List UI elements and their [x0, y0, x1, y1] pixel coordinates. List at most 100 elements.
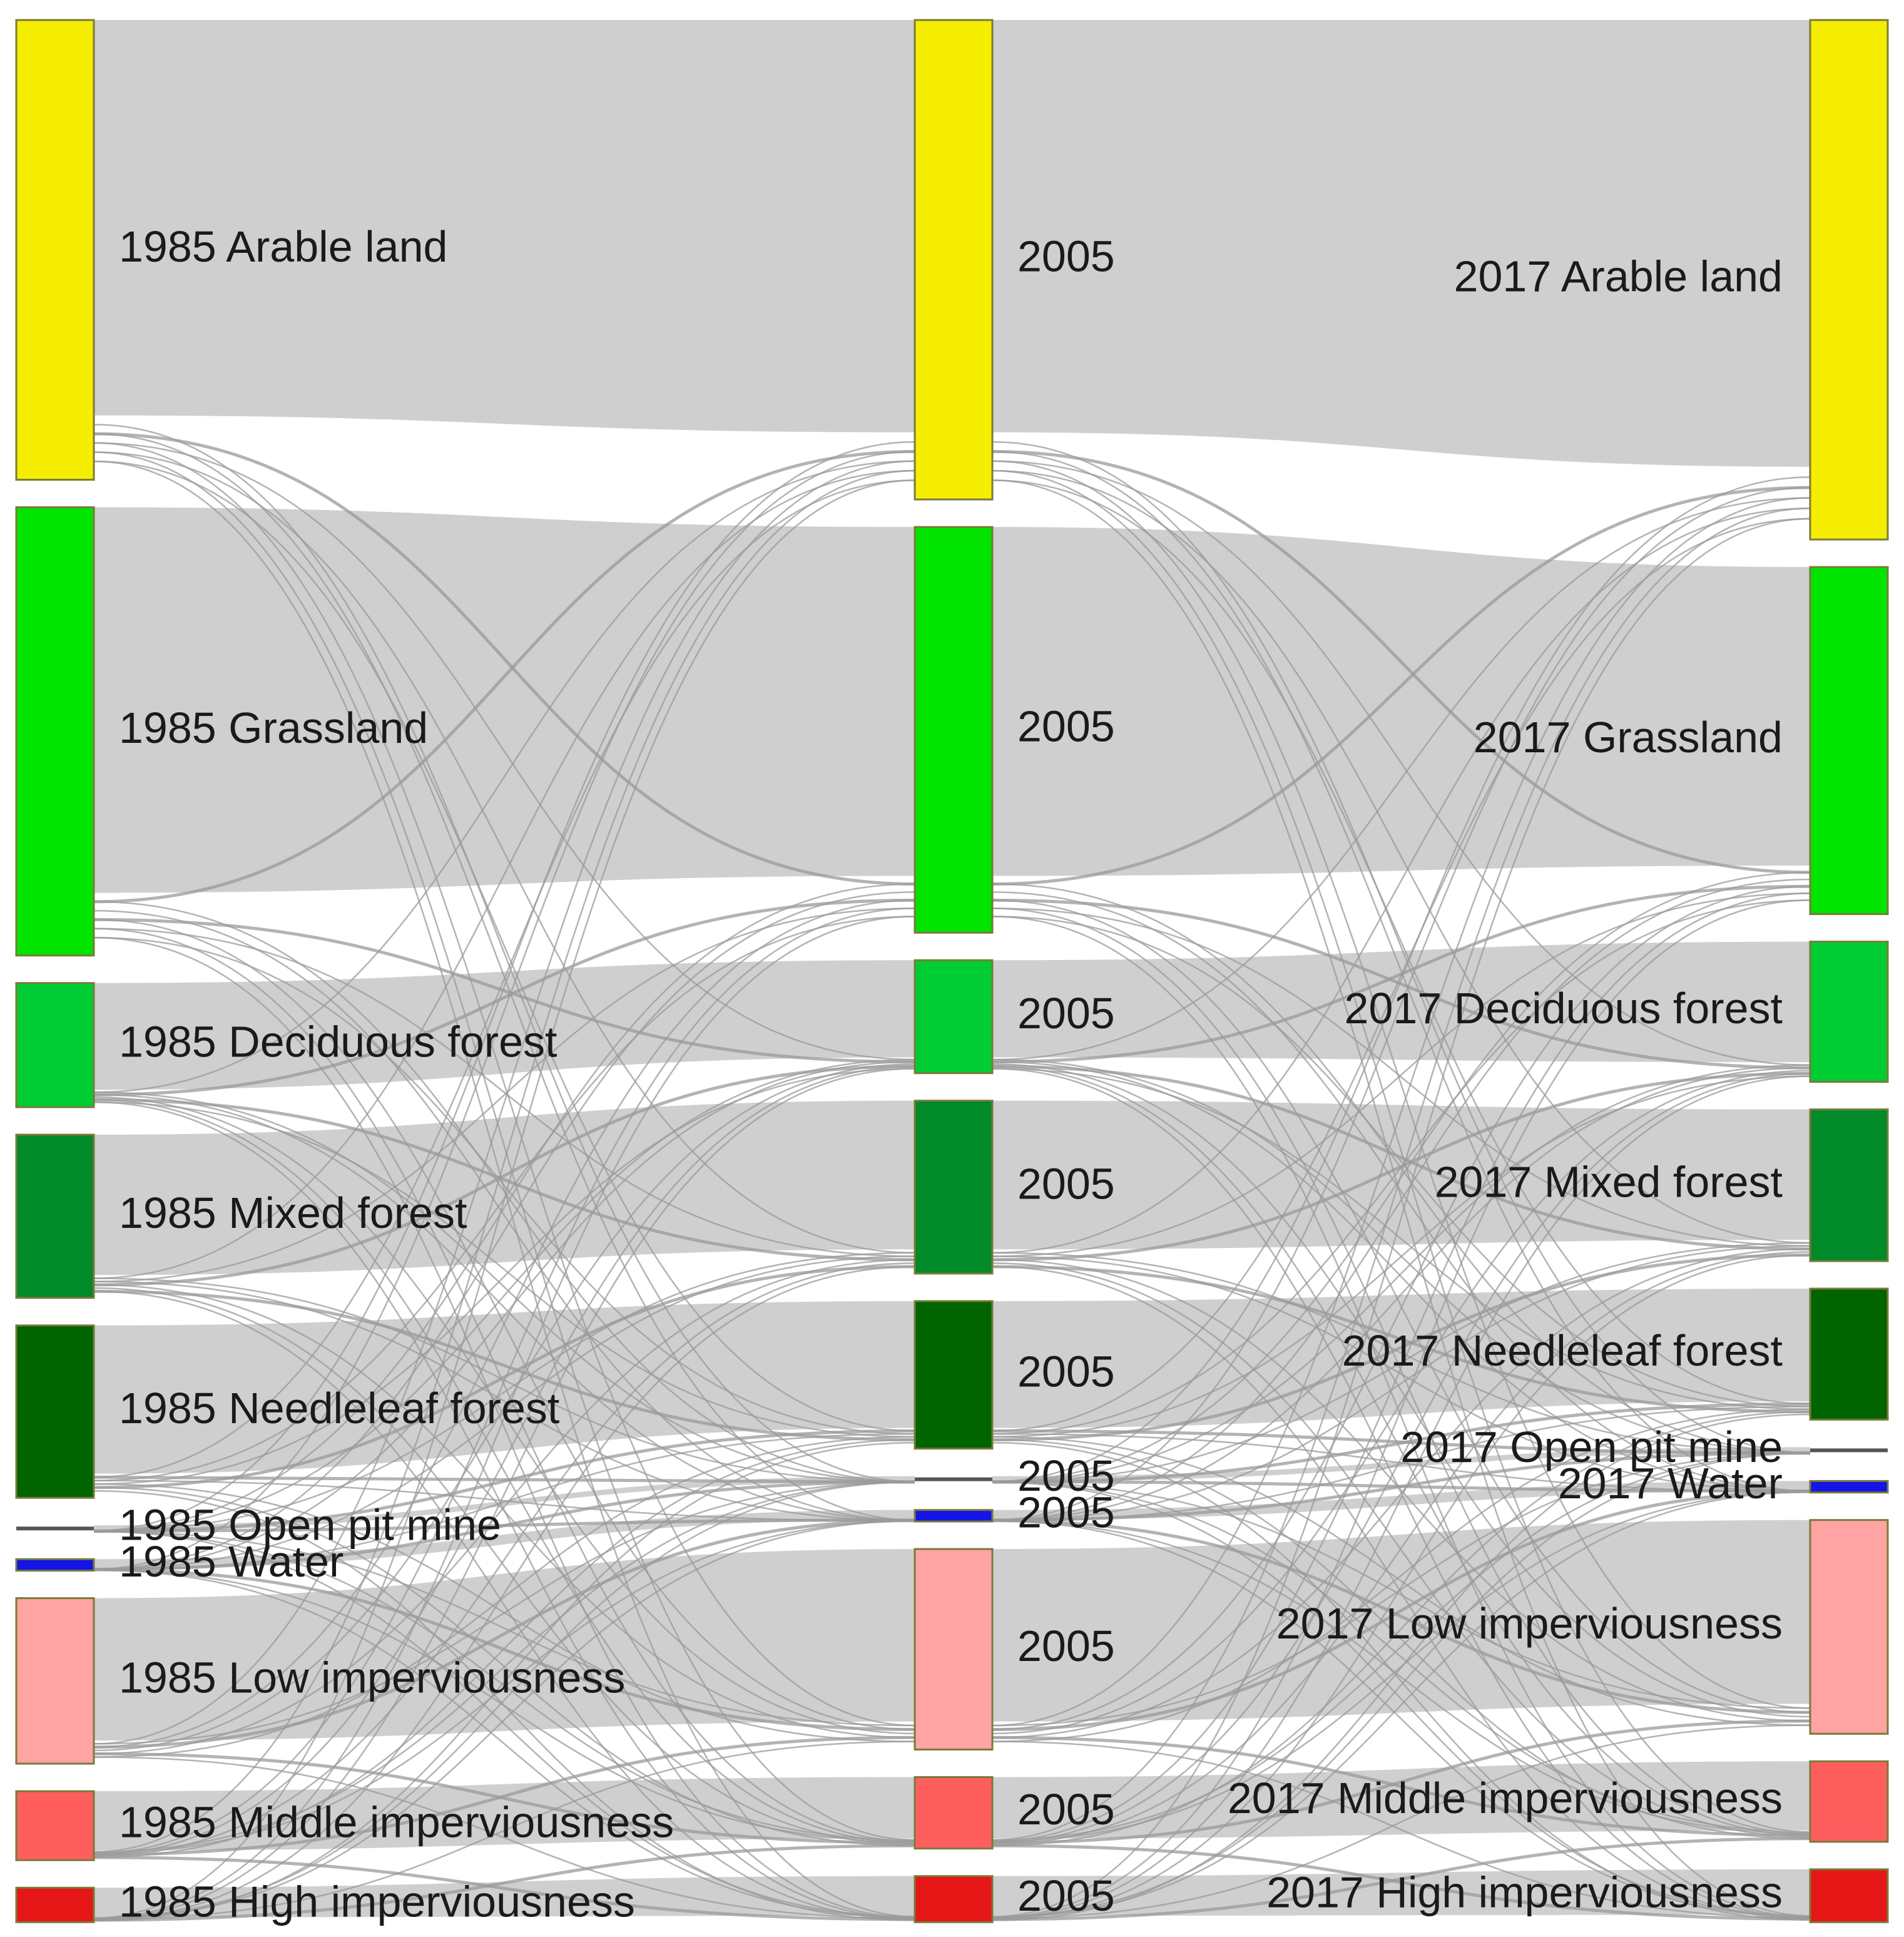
node-2017-low [1809, 1519, 1889, 1735]
cross-flow [992, 479, 1811, 1405]
node-1985-mid [15, 1790, 95, 1861]
cross-flow [93, 1098, 915, 1844]
cross-flow [93, 1436, 915, 1758]
cross-flow [93, 901, 915, 1483]
cross-flow [93, 1061, 915, 1571]
cross-flow [992, 1452, 1811, 1918]
node-label: 1985 Water [119, 1537, 344, 1586]
cross-flow [992, 899, 1811, 1435]
node-label: 2005 [1017, 1347, 1115, 1396]
cross-flow [992, 1061, 1811, 1493]
cross-flow [93, 1480, 915, 1522]
node-label: 2017 Mixed forest [1435, 1157, 1783, 1206]
flow-low-2005-2017 [992, 1520, 1810, 1722]
cross-flow [93, 1287, 915, 1846]
cross-flow [992, 1735, 1811, 1837]
cross-flow [992, 883, 1811, 1454]
node-2005-decid [914, 959, 994, 1075]
cross-flow [992, 885, 1811, 1730]
node-label: 2005 [1017, 1871, 1115, 1920]
cross-flow [992, 1075, 1811, 1919]
cross-flow [992, 1259, 1811, 1722]
node-label: 2017 Open pit mine [1400, 1423, 1783, 1471]
cross-flow [992, 892, 1811, 1842]
cross-flow [93, 1265, 915, 1490]
cross-flow [93, 1735, 915, 1856]
cross-flow [93, 451, 915, 1570]
cross-flow [992, 1481, 1811, 1709]
node-labels: 1985 Arable land 1985 Grassland 1985 Decid… [119, 222, 1783, 1926]
cross-flow [93, 1290, 915, 1921]
cross-flow [93, 449, 915, 904]
flow-grass-2005-2017 [992, 527, 1810, 876]
cross-flow [992, 898, 1811, 1070]
cross-flow [992, 878, 1811, 1521]
cross-flow [992, 507, 1811, 1841]
node-1985-mixed [15, 1133, 95, 1299]
cross-flow [992, 476, 1811, 1483]
cross-flow [93, 936, 915, 1435]
node-2017-water [1809, 1480, 1889, 1494]
node-2017-mid [1809, 1760, 1889, 1843]
cross-flow [93, 1280, 915, 1522]
node-label: 1985 Open pit mine [119, 1501, 501, 1550]
cross-flow [93, 469, 915, 1853]
cross-flow [93, 898, 915, 1096]
cross-flow [992, 451, 1811, 1492]
cross-flow [93, 1439, 915, 1859]
cross-flow [992, 907, 1811, 1835]
cross-flow [93, 1058, 915, 1532]
node-label: 2017 Arable land [1454, 252, 1783, 300]
node-label: 2017 Middle imperviousness [1228, 1774, 1783, 1822]
cross-flow [992, 1719, 1811, 1845]
cross-flow [93, 441, 915, 1532]
cross-flow [93, 442, 915, 1727]
cross-flow [93, 1091, 915, 1483]
cross-flow [992, 460, 1811, 1709]
cross-flow [93, 1740, 915, 1921]
node-label: 1985 High imperviousness [119, 1877, 635, 1926]
cross-flow [93, 1265, 915, 1921]
cross-flow [93, 1569, 915, 1919]
node-label: 1985 Low imperviousness [119, 1653, 625, 1702]
cross-flow [93, 1068, 915, 1921]
node-2005-mid [914, 1776, 994, 1850]
flow-decid-1985-2005 [94, 960, 915, 1090]
cross-flow [93, 1569, 915, 1842]
cross-flow [93, 1284, 915, 1739]
cross-flow [992, 1433, 1811, 1493]
cross-flow [992, 1844, 1811, 1921]
cross-flow [992, 479, 1811, 1917]
flow-arable-1985-2005 [94, 20, 915, 432]
cross-flow [992, 871, 1811, 1483]
node-label: 2017 Low imperviousness [1276, 1599, 1783, 1648]
node-1985-low [15, 1597, 95, 1765]
cross-flow [992, 1490, 1811, 1731]
node-label: 2005 [1017, 232, 1115, 281]
cross-flow [93, 1752, 915, 1845]
flow-high-1985-2005 [94, 1876, 915, 1918]
cross-flow [992, 486, 1811, 1521]
node-2017-needle [1809, 1287, 1889, 1421]
cross-flow [992, 460, 1811, 1066]
node-label: 2005 [1017, 989, 1115, 1038]
cross-flow [992, 891, 1811, 1493]
node-2005-needle [914, 1300, 994, 1450]
land-cover-nodes [15, 19, 1889, 1923]
cross-flow [992, 1413, 1811, 1921]
cross-flow [93, 1289, 915, 1442]
cross-flow [992, 518, 1811, 1918]
flow-mine-1985-2005 [94, 1476, 915, 1531]
cross-flow [93, 1856, 915, 1921]
cross-flow [93, 1519, 915, 1749]
node-1985-high [15, 1886, 95, 1923]
cross-flow [992, 1408, 1811, 1742]
cross-flow [992, 1072, 1811, 1844]
cross-flow [992, 1066, 1811, 1521]
cross-flow [992, 1436, 1811, 1726]
node-label: 2017 Deciduous forest [1345, 984, 1783, 1033]
node-label: 2017 High imperviousness [1266, 1868, 1783, 1917]
cross-flow [992, 1481, 1811, 1917]
cross-flow [992, 916, 1811, 1408]
